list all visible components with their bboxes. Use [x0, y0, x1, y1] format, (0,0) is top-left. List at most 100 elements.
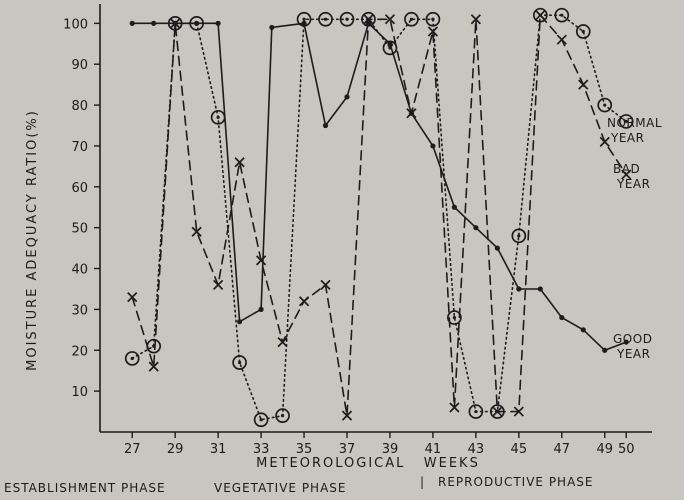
bad-year-point	[535, 10, 546, 21]
bad-year-point	[170, 18, 181, 29]
x-tick-label: 33	[253, 442, 270, 457]
bad-year-point	[320, 279, 331, 290]
bad-year-point	[470, 14, 481, 25]
series-label: YEAR	[616, 177, 650, 191]
y-axis-title: MOISTURE ADEQUACY RATIO(%)	[25, 109, 40, 371]
x-tick-label: 27	[124, 442, 141, 457]
series-label: BAD	[613, 162, 640, 176]
bad-year-point	[363, 14, 374, 25]
series-label: GOOD	[613, 332, 652, 346]
normal-year-point	[404, 11, 419, 27]
bad-year-point	[255, 255, 267, 266]
bad-year-point	[621, 169, 632, 180]
series-layer	[124, 7, 634, 428]
normal-year-point	[275, 408, 290, 424]
bad-year-point	[127, 292, 138, 303]
bad-year-point	[384, 14, 396, 25]
good-year-point	[215, 20, 221, 26]
y-tick-label: 40	[71, 263, 88, 278]
phase-vegetative: VEGETATIVE PHASE	[214, 481, 347, 495]
y-tick-label: 100	[63, 17, 88, 32]
good-year-point	[602, 347, 608, 353]
bad-year-point	[492, 406, 503, 417]
x-tick-label: 35	[296, 442, 313, 457]
series-label: NORMAL	[607, 116, 662, 130]
normal-year-point	[124, 351, 140, 366]
bad-year-point	[406, 108, 417, 119]
y-tick-label: 90	[71, 58, 88, 73]
bad-year-point	[578, 79, 589, 90]
good-year-point	[301, 20, 307, 26]
series-label: YEAR	[610, 131, 644, 145]
good-year-point	[473, 225, 479, 231]
bad-year-point	[234, 157, 245, 168]
x-tick-label: 31	[210, 442, 227, 457]
bad-year-point	[148, 361, 159, 372]
normal-year-point	[318, 11, 333, 27]
bad-year-point	[556, 34, 567, 45]
good-year-point	[269, 24, 275, 31]
phase-establishment: ESTABLISHMENT PHASE	[4, 481, 166, 495]
x-tick-label: 50	[618, 442, 635, 457]
x-tick-label: 41	[425, 442, 442, 457]
normal-year-point	[511, 228, 527, 244]
normal-year-point	[447, 310, 462, 325]
normal-year-point	[575, 24, 591, 39]
good-year-point	[344, 94, 350, 100]
good-year-point	[322, 122, 329, 129]
normal-year-point	[382, 40, 398, 56]
good-year-point	[494, 245, 500, 251]
good-year-point	[237, 319, 243, 325]
bad-year-point	[449, 402, 460, 413]
y-tick-label: 80	[71, 99, 88, 114]
normal-year-point	[618, 114, 634, 129]
bad-year-point	[277, 336, 288, 348]
y-tick-label: 60	[71, 181, 88, 196]
normal-year-point	[468, 404, 484, 419]
normal-year-point	[253, 412, 269, 428]
x-tick-label: 47	[554, 442, 571, 457]
x-axis-title: METEOROLOGICAL WEEKS	[256, 456, 480, 471]
normal-year-point	[296, 11, 312, 27]
good-year-point	[258, 306, 264, 313]
good-year-point	[580, 327, 586, 333]
x-tick-label: 39	[382, 442, 399, 457]
x-tick-label: 29	[167, 442, 184, 457]
x-tick-label: 37	[339, 442, 356, 457]
bad-year-point	[191, 226, 202, 237]
normal-year-line	[131, 14, 628, 421]
y-tick-label: 10	[71, 385, 88, 400]
good-year-point	[129, 20, 135, 26]
phase-reproductive: REPRODUCTIVE PHASE	[438, 475, 593, 489]
phase-separator: |	[420, 475, 425, 489]
x-tick-label: 43	[468, 442, 485, 457]
good-year-point	[537, 286, 543, 292]
normal-year-point	[210, 109, 226, 125]
y-tick-label: 20	[71, 344, 88, 359]
series-label: YEAR	[616, 347, 650, 361]
normal-year-point	[425, 11, 441, 27]
normal-year-point	[554, 7, 570, 23]
good-year-point	[516, 286, 522, 292]
good-year-point	[559, 314, 565, 321]
x-tick-label: 45	[511, 442, 528, 457]
normal-year-point	[339, 11, 355, 27]
normal-year-point	[189, 15, 205, 31]
y-tick-label: 30	[71, 303, 88, 318]
normal-year-point	[597, 97, 613, 113]
axis-ticks: 10 20 30 40 50 60 70 80 90 100 27 29 31 33 35 37 39 41 43 4…	[63, 17, 634, 457]
bad-year-point	[599, 136, 610, 147]
bad-year-point	[298, 296, 310, 307]
good-year-point	[451, 204, 457, 210]
good-year-point	[623, 339, 629, 345]
bad-year-point	[213, 279, 224, 290]
bad-year-point	[341, 410, 353, 421]
bad-year-point	[513, 406, 524, 417]
bad-year-point	[427, 26, 439, 37]
good-year-point	[151, 20, 157, 26]
x-tick-label: 49	[596, 442, 613, 457]
y-tick-label: 70	[71, 140, 88, 155]
